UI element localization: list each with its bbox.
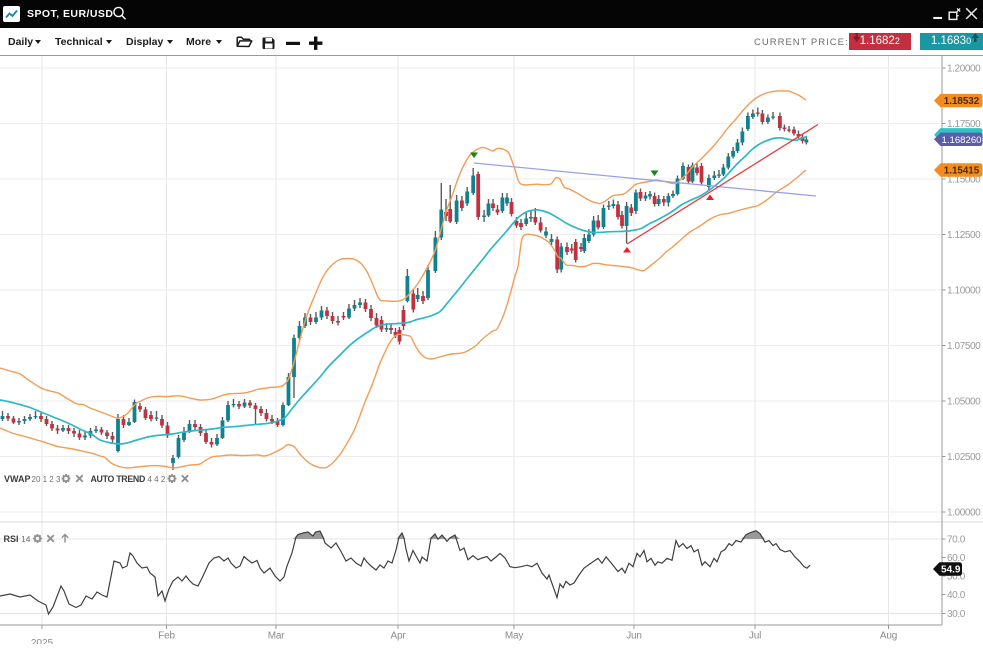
svg-text:Jul: Jul [749, 631, 761, 642]
svg-text:VWAP: VWAP [4, 474, 31, 484]
svg-text:1.07500: 1.07500 [947, 341, 981, 352]
svg-text:1.168260: 1.168260 [941, 135, 981, 146]
svg-text:1.17500: 1.17500 [947, 119, 981, 130]
svg-text:30.0: 30.0 [947, 609, 966, 620]
svg-text:1.10000: 1.10000 [947, 286, 981, 297]
svg-text:70.0: 70.0 [947, 535, 966, 546]
svg-text:1.15000: 1.15000 [947, 175, 981, 186]
svg-text:1.18532: 1.18532 [944, 96, 980, 107]
svg-text:1.00000: 1.00000 [947, 508, 981, 519]
svg-text:Apr: Apr [391, 631, 407, 642]
svg-text:Feb: Feb [158, 631, 175, 642]
svg-text:4 4 2: 4 4 2 [148, 475, 166, 484]
svg-text:RSI: RSI [4, 534, 19, 544]
svg-text:60.0: 60.0 [947, 553, 966, 564]
svg-text:20 1 2 3: 20 1 2 3 [32, 475, 61, 484]
svg-text:50.0: 50.0 [947, 572, 966, 583]
svg-text:Mar: Mar [268, 631, 285, 642]
svg-text:Jun: Jun [626, 631, 642, 642]
svg-text:1.20000: 1.20000 [947, 64, 981, 75]
svg-text:Aug: Aug [880, 631, 897, 642]
svg-text:54.9: 54.9 [941, 565, 961, 576]
svg-text:2025: 2025 [31, 638, 54, 644]
svg-text:AUTO TREND: AUTO TREND [91, 474, 146, 484]
svg-text:1.02500: 1.02500 [947, 452, 981, 463]
svg-text:14: 14 [21, 534, 31, 544]
svg-text:May: May [505, 631, 523, 642]
svg-text:1.12500: 1.12500 [947, 230, 981, 241]
svg-text:40.0: 40.0 [947, 590, 966, 601]
svg-text:1.15415: 1.15415 [944, 166, 980, 177]
svg-text:1.05000: 1.05000 [947, 397, 981, 408]
